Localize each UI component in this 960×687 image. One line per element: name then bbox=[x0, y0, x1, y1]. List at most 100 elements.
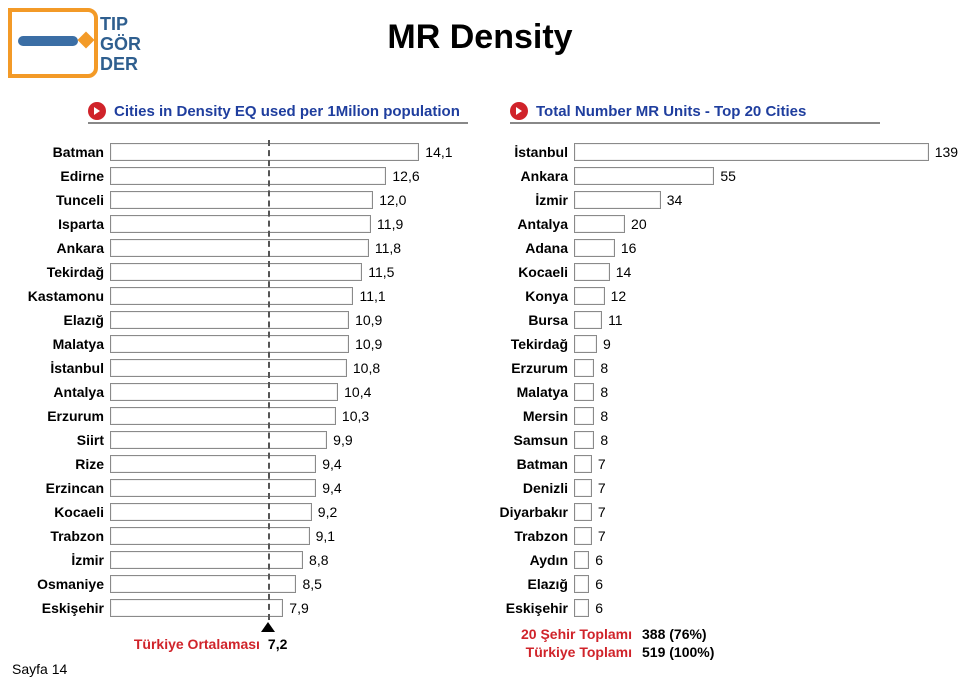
row-label: Kastamonu bbox=[22, 288, 110, 304]
row-label: Tunceli bbox=[22, 192, 110, 208]
row-value: 7 bbox=[592, 452, 606, 476]
row-label: Erzurum bbox=[22, 408, 110, 424]
row-label: Osmaniye bbox=[22, 576, 110, 592]
bar-wrap: 8 bbox=[574, 428, 944, 452]
bar bbox=[110, 383, 338, 401]
chart-row: İzmir8,8 bbox=[22, 548, 452, 572]
bar bbox=[110, 527, 310, 545]
row-value: 9,1 bbox=[310, 524, 335, 548]
arrow-icon bbox=[88, 102, 106, 120]
bar-wrap: 11 bbox=[574, 308, 944, 332]
bar-wrap: 8 bbox=[574, 404, 944, 428]
bar bbox=[574, 311, 602, 329]
row-value: 14,1 bbox=[419, 140, 452, 164]
row-value: 6 bbox=[589, 548, 603, 572]
row-value: 12,6 bbox=[386, 164, 419, 188]
bar bbox=[110, 503, 312, 521]
row-label: İzmir bbox=[22, 552, 110, 568]
row-label: Bursa bbox=[492, 312, 574, 328]
subheader-left: Cities in Density EQ used per 1Milion po… bbox=[88, 100, 468, 124]
row-value: 11,5 bbox=[362, 260, 394, 284]
chart-row: Diyarbakır7 bbox=[492, 500, 952, 524]
bar bbox=[110, 311, 349, 329]
row-value: 11,8 bbox=[369, 236, 401, 260]
chart-row: Eskişehir 7,9 bbox=[22, 596, 452, 620]
bar bbox=[110, 191, 373, 209]
row-label: Erzurum bbox=[492, 360, 574, 376]
row-value: 7 bbox=[592, 500, 606, 524]
row-value: 10,9 bbox=[349, 308, 382, 332]
bar bbox=[110, 167, 386, 185]
summary-row: 20 Şehir Toplamı388 (76%) bbox=[492, 626, 707, 642]
row-label: Eskişehir bbox=[22, 600, 110, 616]
bar bbox=[574, 215, 625, 233]
summary-label: Türkiye Toplamı bbox=[492, 644, 632, 660]
row-label: İstanbul bbox=[22, 360, 110, 376]
chart-row: Osmaniye8,5 bbox=[22, 572, 452, 596]
row-label: İzmir bbox=[492, 192, 574, 208]
chart-row: Kocaeli14 bbox=[492, 260, 952, 284]
row-label: Trabzon bbox=[492, 528, 574, 544]
density-chart: Batman14,1Edirne12,6Tunceli12,0Isparta11… bbox=[22, 140, 452, 620]
bar bbox=[574, 575, 589, 593]
units-chart: İstanbul139Ankara55İzmir34Antalya20Adana… bbox=[492, 140, 952, 620]
row-value: 20 bbox=[625, 212, 647, 236]
bar-wrap: 20 bbox=[574, 212, 944, 236]
row-label: Siirt bbox=[22, 432, 110, 448]
row-label: Antalya bbox=[22, 384, 110, 400]
row-label: Denizli bbox=[492, 480, 574, 496]
chart-row: Elazığ6 bbox=[492, 572, 952, 596]
chart-row: Ankara 11,8 bbox=[22, 236, 452, 260]
bar-wrap: 8 bbox=[574, 380, 944, 404]
row-label: Ankara bbox=[492, 168, 574, 184]
chart-row: Batman 7 bbox=[492, 452, 952, 476]
row-label: Batman bbox=[492, 456, 574, 472]
bar-wrap: 9,4 bbox=[110, 452, 450, 476]
row-label: Isparta bbox=[22, 216, 110, 232]
bar-wrap: 11,5 bbox=[110, 260, 450, 284]
row-label: Samsun bbox=[492, 432, 574, 448]
bar-wrap: 9,9 bbox=[110, 428, 450, 452]
bar-wrap: 10,9 bbox=[110, 308, 450, 332]
row-value: 9 bbox=[597, 332, 611, 356]
bar-wrap: 10,8 bbox=[110, 356, 450, 380]
summary-value: 519 (100%) bbox=[632, 644, 714, 660]
row-label: Malatya bbox=[492, 384, 574, 400]
row-value: 7,9 bbox=[283, 596, 308, 620]
chart-row: Adana16 bbox=[492, 236, 952, 260]
row-value: 8 bbox=[594, 380, 608, 404]
bar bbox=[110, 407, 336, 425]
bar-wrap: 11,8 bbox=[110, 236, 450, 260]
bar bbox=[574, 263, 610, 281]
row-label: Ankara bbox=[22, 240, 110, 256]
chart-row: Siirt9,9 bbox=[22, 428, 452, 452]
row-label: Erzincan bbox=[22, 480, 110, 496]
chart-row: Malatya10,9 bbox=[22, 332, 452, 356]
subheader-right: Total Number MR Units - Top 20 Cities bbox=[510, 100, 880, 124]
summary-value: 388 (76%) bbox=[632, 626, 707, 642]
row-value: 9,4 bbox=[316, 476, 341, 500]
row-value: 10,8 bbox=[347, 356, 380, 380]
row-value: 8 bbox=[594, 404, 608, 428]
bar-wrap: 6 bbox=[574, 548, 944, 572]
row-label: Kocaeli bbox=[492, 264, 574, 280]
chart-row: Erzincan 9,4 bbox=[22, 476, 452, 500]
bar bbox=[574, 599, 589, 617]
chart-row: Samsun8 bbox=[492, 428, 952, 452]
bar-wrap: 6 bbox=[574, 572, 944, 596]
chart-row: Batman14,1 bbox=[22, 140, 452, 164]
bar-wrap: 10,4 bbox=[110, 380, 450, 404]
row-value: 11 bbox=[602, 308, 623, 332]
row-label: Kocaeli bbox=[22, 504, 110, 520]
bar-wrap: 7 bbox=[574, 500, 944, 524]
bar bbox=[110, 287, 353, 305]
row-label: Elazığ bbox=[492, 576, 574, 592]
bar bbox=[110, 551, 303, 569]
row-value: 7 bbox=[592, 524, 606, 548]
bar-wrap: 9,1 bbox=[110, 524, 450, 548]
row-label: Tekirdağ bbox=[22, 264, 110, 280]
row-label: Tekirdağ bbox=[492, 336, 574, 352]
bar-wrap: 8,5 bbox=[110, 572, 450, 596]
bar bbox=[110, 479, 316, 497]
bar bbox=[574, 431, 594, 449]
